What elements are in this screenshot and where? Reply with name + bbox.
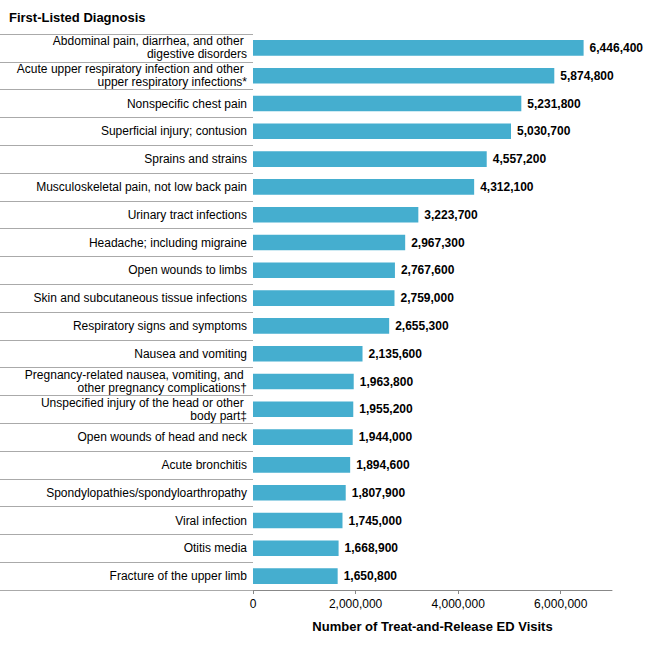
svg-text:upper respiratory infections*: upper respiratory infections* bbox=[98, 75, 248, 89]
svg-text:Abdominal pain, diarrhea, and: Abdominal pain, diarrhea, and other bbox=[53, 34, 247, 48]
svg-text:Musculoskeletal pain, not low: Musculoskeletal pain, not low back pain bbox=[36, 180, 247, 194]
svg-text:Open wounds of head and neck: Open wounds of head and neck bbox=[78, 430, 248, 444]
svg-text:1,745,000: 1,745,000 bbox=[348, 514, 402, 528]
svg-text:1,955,200: 1,955,200 bbox=[359, 402, 413, 416]
svg-text:4,312,100: 4,312,100 bbox=[480, 180, 534, 194]
svg-text:Number of Treat-and-Release ED: Number of Treat-and-Release ED Visits bbox=[312, 619, 552, 634]
svg-text:1,650,800: 1,650,800 bbox=[344, 569, 398, 583]
svg-text:1,668,900: 1,668,900 bbox=[345, 541, 399, 555]
svg-text:Pregnancy-related nausea, vomi: Pregnancy-related nausea, vomiting, and bbox=[25, 368, 247, 382]
svg-text:First-Listed Diagnosis: First-Listed Diagnosis bbox=[9, 10, 146, 25]
svg-text:Urinary tract infections: Urinary tract infections bbox=[128, 208, 247, 222]
svg-text:0: 0 bbox=[250, 597, 257, 611]
svg-text:Headache; including migraine: Headache; including migraine bbox=[89, 236, 247, 250]
svg-text:Fracture of the upper limb: Fracture of the upper limb bbox=[110, 569, 248, 583]
svg-text:Spondylopathies/spondyloarthro: Spondylopathies/spondyloarthropathy bbox=[46, 486, 247, 500]
svg-text:3,223,700: 3,223,700 bbox=[424, 208, 478, 222]
svg-text:4,000,000: 4,000,000 bbox=[431, 597, 485, 611]
svg-text:Sprains and strains: Sprains and strains bbox=[144, 152, 247, 166]
svg-text:1,944,000: 1,944,000 bbox=[359, 430, 413, 444]
svg-text:2,767,600: 2,767,600 bbox=[401, 263, 455, 277]
svg-text:other pregnancy complications†: other pregnancy complications† bbox=[78, 381, 247, 395]
svg-text:2,655,300: 2,655,300 bbox=[395, 319, 449, 333]
svg-text:Viral infection: Viral infection bbox=[175, 514, 247, 528]
svg-text:Nausea and vomiting: Nausea and vomiting bbox=[134, 347, 247, 361]
svg-text:Unspecified injury of the head: Unspecified injury of the head or other bbox=[41, 396, 247, 410]
svg-text:5,231,800: 5,231,800 bbox=[527, 97, 581, 111]
svg-text:Otitis media: Otitis media bbox=[184, 541, 248, 555]
svg-text:Superficial injury; contusion: Superficial injury; contusion bbox=[101, 124, 247, 138]
svg-text:2,000,000: 2,000,000 bbox=[329, 597, 383, 611]
svg-text:1,894,600: 1,894,600 bbox=[356, 458, 410, 472]
svg-text:digestive disorders: digestive disorders bbox=[147, 47, 247, 61]
svg-text:Nonspecific chest pain: Nonspecific chest pain bbox=[127, 97, 247, 111]
svg-text:2,759,000: 2,759,000 bbox=[400, 291, 454, 305]
svg-text:1,963,800: 1,963,800 bbox=[360, 375, 414, 389]
svg-text:6,446,400: 6,446,400 bbox=[590, 41, 644, 55]
svg-text:5,030,700: 5,030,700 bbox=[517, 124, 571, 138]
svg-text:4,557,200: 4,557,200 bbox=[493, 152, 547, 166]
svg-text:Respiratory signs and symptoms: Respiratory signs and symptoms bbox=[73, 319, 247, 333]
svg-text:6,000,000: 6,000,000 bbox=[534, 597, 588, 611]
svg-text:Acute upper respiratory infect: Acute upper respiratory infection and ot… bbox=[17, 62, 247, 76]
svg-text:Open wounds to limbs: Open wounds to limbs bbox=[128, 263, 247, 277]
svg-text:2,967,300: 2,967,300 bbox=[411, 236, 465, 250]
svg-text:Acute bronchitis: Acute bronchitis bbox=[162, 458, 247, 472]
svg-text:2,135,600: 2,135,600 bbox=[369, 347, 423, 361]
svg-text:5,874,800: 5,874,800 bbox=[560, 69, 614, 83]
svg-text:Skin and subcutaneous tissue i: Skin and subcutaneous tissue infections bbox=[34, 291, 247, 305]
svg-text:1,807,900: 1,807,900 bbox=[352, 486, 406, 500]
svg-text:body part‡: body part‡ bbox=[190, 409, 247, 423]
